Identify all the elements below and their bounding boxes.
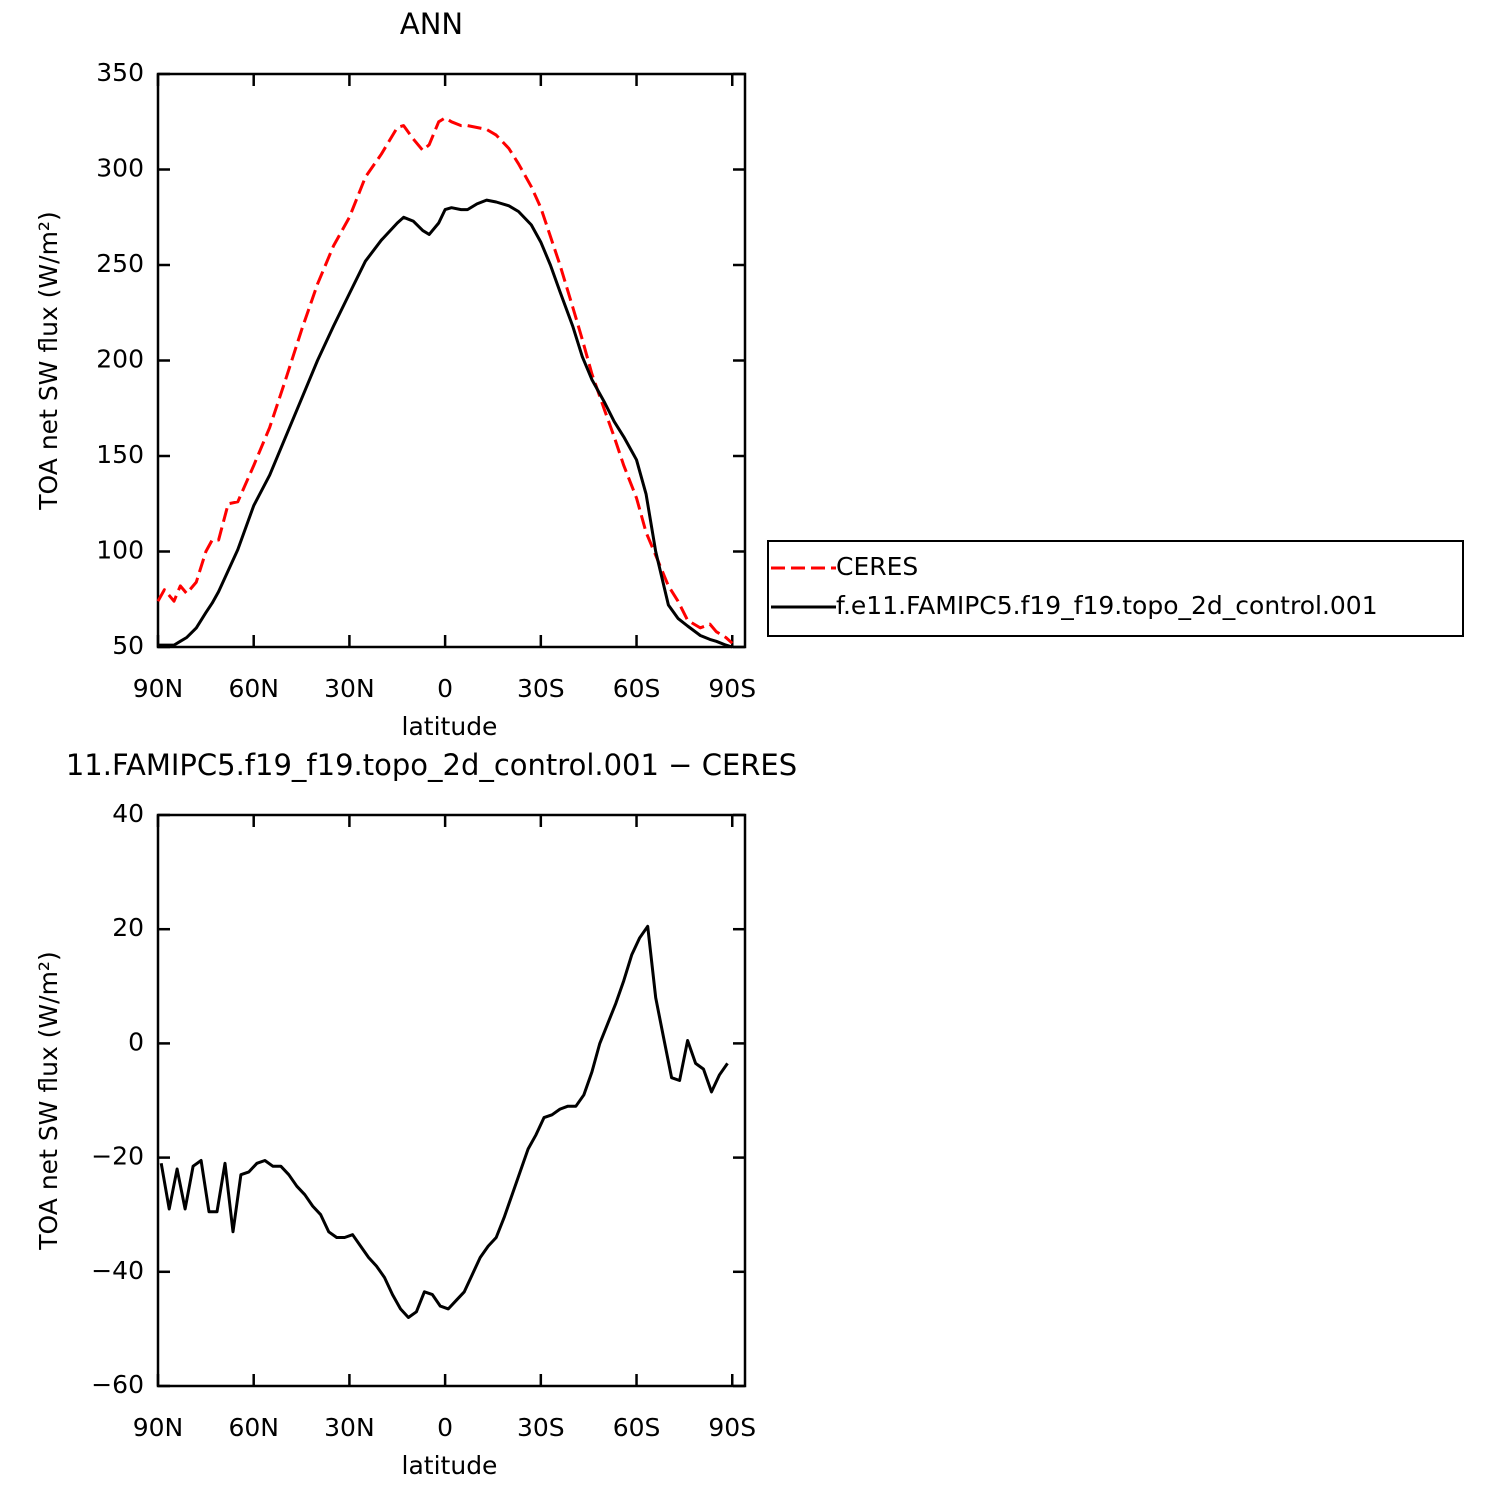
legend-label: CERES	[836, 552, 918, 581]
x-axis-label: latitude	[402, 712, 498, 741]
y-axis-label: TOA net SW flux (W/m²)	[34, 211, 63, 510]
x-tick-label: 60N	[228, 1413, 279, 1442]
x-tick-label: 0	[437, 1413, 453, 1442]
y-tick-label: 50	[112, 631, 144, 660]
x-tick-label: 30N	[324, 1413, 375, 1442]
y-tick-label: 150	[96, 440, 144, 469]
chart-title: ANN	[400, 7, 463, 41]
legend-label: f.e11.FAMIPC5.f19_f19.topo_2d_control.00…	[836, 591, 1378, 620]
data-line	[156, 116, 734, 645]
y-tick-label: 40	[112, 799, 144, 828]
y-axis-label: TOA net SW flux (W/m²)	[34, 951, 63, 1250]
data-line	[159, 924, 729, 1319]
x-tick-label: 90N	[133, 674, 184, 703]
x-tick-label: 60S	[613, 674, 661, 703]
y-tick-label: 20	[112, 913, 144, 942]
y-tick-label: 250	[96, 249, 144, 278]
y-tick-label: −20	[91, 1142, 144, 1171]
x-tick-label: 30N	[324, 674, 375, 703]
x-tick-label: 90N	[133, 1413, 184, 1442]
plot-frame	[156, 813, 747, 1388]
x-tick-label: 90S	[708, 674, 756, 703]
x-tick-label: 60S	[613, 1413, 661, 1442]
legend-box	[767, 540, 1464, 637]
y-tick-label: 350	[96, 58, 144, 87]
x-tick-label: 60N	[228, 674, 279, 703]
data-line	[158, 198, 733, 649]
y-tick-label: 100	[96, 536, 144, 565]
x-tick-label: 0	[437, 674, 453, 703]
x-tick-label: 30S	[517, 1413, 565, 1442]
y-tick-label: 0	[128, 1027, 144, 1056]
x-tick-label: 30S	[517, 674, 565, 703]
y-tick-label: 300	[96, 154, 144, 183]
y-tick-label: −40	[91, 1256, 144, 1285]
y-tick-label: 200	[96, 345, 144, 374]
y-tick-label: −60	[91, 1370, 144, 1399]
x-axis-label: latitude	[402, 1451, 498, 1480]
chart-title: 11.FAMIPC5.f19_f19.topo_2d_control.001 −…	[66, 748, 797, 782]
x-tick-label: 90S	[708, 1413, 756, 1442]
